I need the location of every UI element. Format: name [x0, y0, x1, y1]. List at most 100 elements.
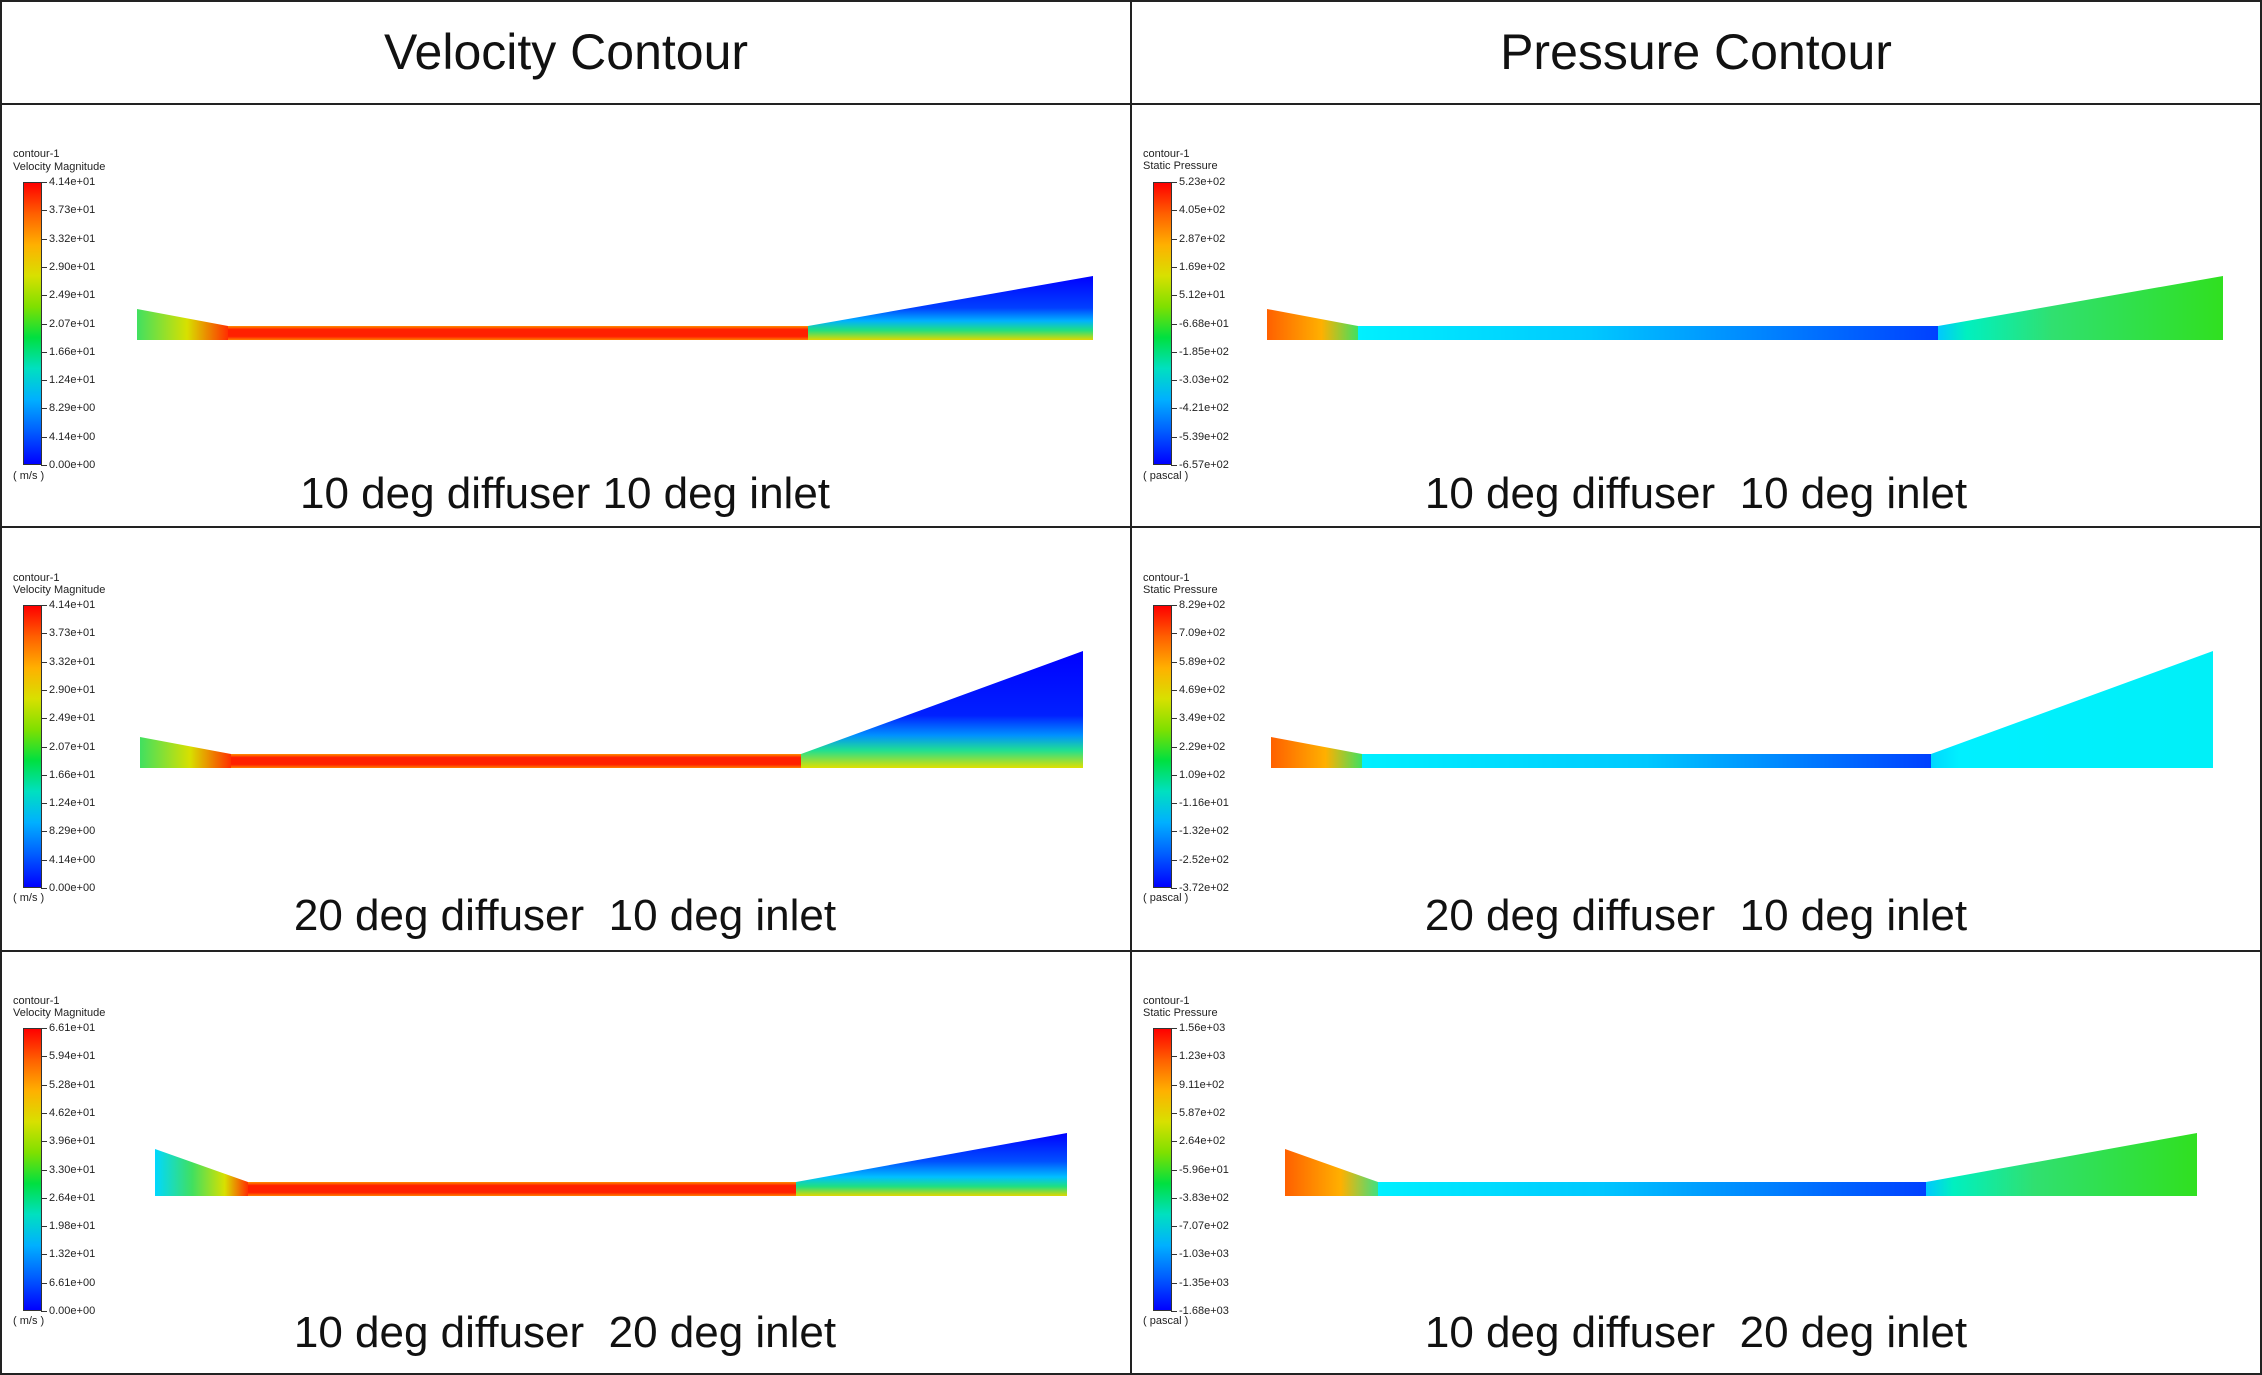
velocity-panel-row2: contour-1 Velocity Magnitude ( m/s ) 20 …	[0, 528, 1130, 950]
legend-tick-label: -1.68e+03	[1179, 1305, 1229, 1317]
inlet-section	[137, 309, 228, 340]
legend-tick-label: 2.90e+01	[49, 683, 96, 696]
legend-tick-label: 6.61e+00	[49, 1276, 96, 1289]
legend-tick-mark	[41, 774, 47, 776]
panel-caption: 20 deg diffuser 10 deg inlet	[293, 891, 837, 940]
legend-tick-mark	[1171, 1197, 1177, 1199]
legend-tick-mark	[1171, 436, 1177, 438]
legend-tick-label: 5.89e+02	[1179, 655, 1226, 668]
velocity-column-header: Velocity Contour	[383, 23, 749, 80]
legend-label: Static Pressure	[1143, 584, 1218, 596]
legend-tick-mark	[1171, 774, 1177, 776]
legend-label: Static Pressure	[1143, 160, 1218, 172]
legend-tick-label: 4.14e+01	[49, 599, 96, 611]
legend-tick-label: 2.29e+02	[1179, 740, 1226, 753]
pressure-panel-row2: contour-1 Static Pressure ( pascal ) 20 …	[1132, 528, 2260, 950]
legend-tick-label: 1.32e+01	[49, 1248, 96, 1261]
legend-tick-mark	[1171, 718, 1177, 720]
throat-section	[228, 326, 808, 340]
legend-tick-label: 2.07e+01	[49, 740, 96, 753]
velocity-contour-geometry	[137, 276, 1093, 340]
legend-tick-mark	[1171, 210, 1177, 212]
legend-tick-label: 0.00e+00	[49, 459, 96, 471]
diffuser-section	[801, 651, 1083, 768]
legend-tick-mark	[41, 408, 47, 410]
legend-tick-mark	[1171, 1112, 1177, 1114]
legend-tick-label: 7.09e+02	[1179, 627, 1226, 640]
pressure-contour-geometry	[1271, 651, 2213, 768]
legend-tick-label: -1.85e+02	[1179, 345, 1229, 358]
legend-tick-mark	[1171, 408, 1177, 410]
legend-tick-mark	[1171, 238, 1177, 240]
legend-tick-label: 1.69e+02	[1179, 260, 1226, 273]
diffuser-section	[796, 1133, 1067, 1196]
legend-tick-label: 2.64e+01	[49, 1191, 96, 1204]
throat-section	[1362, 754, 1931, 768]
panel-caption: 20 deg diffuser 10 deg inlet	[1424, 891, 1968, 940]
legend-tick-label: -1.03e+03	[1179, 1248, 1229, 1261]
legend-tick-label: 3.30e+01	[49, 1163, 96, 1176]
grid-line	[0, 0, 2, 1375]
legend-tick-label: 1.24e+01	[49, 797, 96, 810]
pressure-contour-geometry	[1285, 1133, 2197, 1196]
legend-tick-label: 5.12e+01	[1179, 289, 1226, 302]
velocity-panel-row3: contour-1 Velocity Magnitude ( m/s ) 10 …	[0, 952, 1130, 1373]
legend-tick-label: -3.03e+02	[1179, 374, 1229, 387]
legend-tick-label: 2.87e+02	[1179, 232, 1226, 245]
legend-tick-label: 4.14e+00	[49, 853, 96, 866]
legend-tick-label: -6.68e+01	[1179, 317, 1229, 330]
legend-units: ( m/s )	[13, 1315, 45, 1327]
inlet-section	[1285, 1149, 1378, 1196]
legend-tick-mark	[1171, 1282, 1177, 1284]
legend-tick-mark	[41, 1028, 47, 1029]
legend-tick-mark	[1171, 182, 1177, 183]
panel-caption: 10 deg diffuser 10 deg inlet	[299, 469, 831, 518]
throat-section	[231, 754, 801, 768]
legend-tick-mark	[1171, 1084, 1177, 1086]
legend-units: ( pascal )	[1143, 892, 1189, 904]
legend-tick-label: 0.00e+00	[49, 1305, 96, 1317]
legend-tick-label: 5.94e+01	[49, 1050, 96, 1063]
inlet-section	[155, 1149, 248, 1196]
legend-tick-label: 2.64e+02	[1179, 1135, 1226, 1148]
legend-tick-mark	[41, 1112, 47, 1114]
legend-tick-mark	[1171, 1254, 1177, 1256]
legend-tick-label: 3.73e+01	[49, 627, 96, 640]
throat-section	[248, 1182, 796, 1196]
legend-tick-mark	[41, 1084, 47, 1086]
legend-tick-mark	[41, 351, 47, 353]
legend-tick-label: 5.28e+01	[49, 1078, 96, 1091]
legend-tick-mark	[41, 661, 47, 663]
legend-tick-label: -1.32e+02	[1179, 825, 1229, 838]
legend-tick-mark	[1171, 888, 1177, 889]
legend-tick-label: -5.39e+02	[1179, 430, 1229, 443]
legend-tick-label: 0.00e+00	[49, 882, 96, 894]
legend-tick-mark	[41, 295, 47, 297]
legend-tick-mark	[41, 1226, 47, 1228]
legend-units: ( pascal )	[1143, 1315, 1189, 1327]
legend-tick-label: -1.35e+03	[1179, 1276, 1229, 1289]
diffuser-section	[1931, 651, 2213, 768]
legend-tick-label: 9.11e+02	[1179, 1078, 1225, 1091]
legend-tick-mark	[1171, 380, 1177, 382]
legend-tick-label: 2.49e+01	[49, 712, 96, 725]
legend-units: ( m/s )	[13, 470, 45, 482]
legend-tick-mark	[1171, 661, 1177, 663]
legend-tick-mark	[41, 859, 47, 861]
legend-tick-mark	[41, 888, 47, 889]
legend-name: contour-1	[1143, 572, 1190, 584]
legend-label: Static Pressure	[1143, 1007, 1218, 1019]
legend-units: ( pascal )	[1143, 470, 1189, 482]
legend-tick-label: 3.32e+01	[49, 655, 96, 668]
legend-tick-label: 4.05e+02	[1179, 204, 1226, 217]
legend-tick-label: 5.87e+02	[1179, 1106, 1226, 1119]
legend-tick-mark	[41, 633, 47, 635]
legend-tick-mark	[1171, 803, 1177, 805]
legend-tick-mark	[41, 210, 47, 212]
legend-units: ( m/s )	[13, 892, 45, 904]
legend-tick-label: -7.07e+02	[1179, 1220, 1229, 1233]
legend-tick-mark	[41, 1056, 47, 1058]
legend-tick-mark	[41, 465, 47, 466]
legend-tick-mark	[41, 1282, 47, 1284]
legend-tick-mark	[41, 380, 47, 382]
